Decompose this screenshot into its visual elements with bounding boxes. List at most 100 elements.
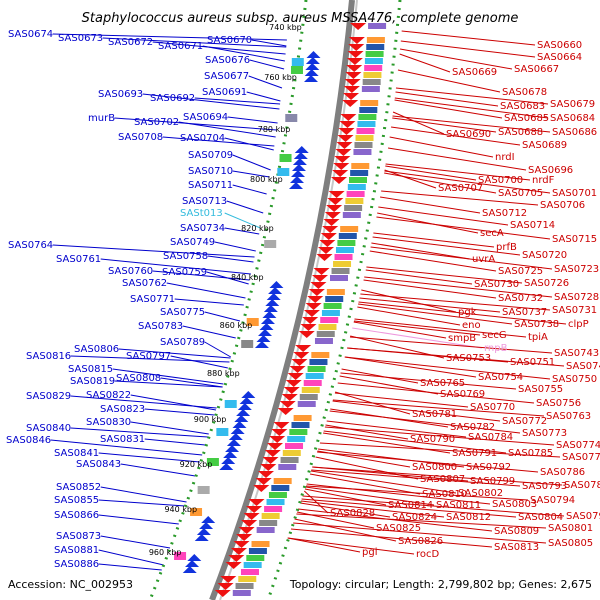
- gene-label-forward: SAS0692: [150, 93, 195, 104]
- reverse-gene-arrow: [346, 58, 363, 65]
- gene-label-forward: SAS0797: [126, 351, 171, 362]
- gene-label-reverse: SAS0685: [504, 113, 549, 124]
- gene-callout-line: [341, 368, 419, 384]
- accession-label: Accession: NC_002953: [8, 578, 133, 591]
- gene-callout-line: [394, 97, 549, 119]
- forward-gene-arrow: [221, 457, 236, 464]
- scale-tick-label: 940 kbp: [164, 505, 197, 514]
- gene-callout-line: [353, 321, 447, 339]
- gene-label-reverse: SAS0765: [420, 378, 465, 389]
- gene-callout-line: [142, 93, 280, 110]
- forward-gene-arrow: [293, 152, 308, 159]
- composition-block: [353, 149, 372, 155]
- gene-label-reverse: prfB: [496, 242, 517, 253]
- gene-label-reverse: SAS0812: [446, 512, 491, 523]
- genome-backbone-arc: [209, 0, 355, 600]
- gene-callout-line: [358, 301, 567, 325]
- gene-label-reverse: pgi: [362, 547, 377, 558]
- gene-callout-line: [100, 258, 251, 275]
- gene-label-forward: SAS0672: [108, 37, 153, 48]
- composition-block: [335, 247, 354, 253]
- composition-block: [321, 310, 340, 316]
- gene-label-reverse: SAS0792: [466, 462, 511, 473]
- reverse-gene-arrow: [310, 282, 327, 289]
- scale-tick-label: 860 kbp: [220, 321, 253, 330]
- gene-callout-line: [384, 169, 437, 189]
- gene-callout-line: [365, 269, 473, 285]
- gene-label-reverse: smpB: [448, 333, 476, 344]
- reverse-gene-arrow: [348, 44, 365, 51]
- gene-block: [285, 114, 298, 122]
- gene-callout-line: [303, 490, 329, 514]
- composition-block: [337, 240, 356, 246]
- reverse-gene-arrow: [262, 457, 279, 464]
- gene-label-forward: SAS0816: [26, 351, 71, 362]
- composition-block: [243, 562, 262, 568]
- gene-callout-line: [296, 511, 375, 529]
- gene-label-forward: SAS0673: [58, 33, 103, 44]
- gene-callout-line: [311, 469, 521, 487]
- gene-callout-line: [323, 430, 507, 454]
- gene-callout-line: [364, 276, 553, 298]
- reverse-gene-arrow: [332, 170, 349, 177]
- gene-label-forward: SAS0713: [182, 196, 227, 207]
- forward-gene-arrow: [225, 445, 240, 452]
- gene-label-reverse: SAS0811: [436, 500, 481, 511]
- gene-label-reverse: tpiA: [528, 332, 548, 343]
- gene-callout-line: [100, 535, 171, 549]
- gene-label-reverse: eno: [462, 320, 481, 331]
- gene-label-reverse: SAS0805: [548, 538, 593, 549]
- gene-callout-line: [357, 303, 513, 325]
- forward-gene-callout-lines: [50, 33, 287, 571]
- gene-callout-line: [214, 241, 256, 252]
- gene-label-forward: SAS0759: [162, 267, 207, 278]
- forward-gene-arrow: [268, 287, 283, 294]
- composition-block: [256, 527, 275, 533]
- reverse-gene-arrow: [255, 478, 272, 485]
- gene-callout-line: [224, 212, 261, 229]
- gene-label-reverse: SAS0810: [422, 489, 467, 500]
- gene-label-forward: SAS0711: [188, 180, 233, 191]
- reverse-gene-arrow: [320, 233, 337, 240]
- gene-callout-line: [114, 380, 223, 388]
- reverse-gene-arrow: [322, 226, 339, 233]
- gene-label-reverse: SAS0774: [556, 440, 600, 451]
- gene-label-reverse: SAS0828: [330, 508, 375, 519]
- gene-label-reverse: SAS0689: [522, 140, 567, 151]
- gene-callout-line: [392, 115, 551, 133]
- reverse-gene-arrow: [348, 37, 365, 44]
- composition-block: [342, 212, 361, 218]
- gene-block: [290, 66, 303, 74]
- gene-callout-line: [287, 537, 415, 555]
- gene-callout-line: [232, 154, 271, 171]
- gene-callout-line: [309, 473, 421, 495]
- gene-callout-line: [300, 502, 391, 518]
- gene-callout-line: [170, 355, 228, 369]
- gene-callout-line: [248, 75, 283, 89]
- gene-callout-line: [340, 372, 517, 390]
- gene-block: [264, 240, 277, 248]
- gene-label-reverse: SAS0793: [522, 481, 567, 492]
- gene-callout-line: [232, 170, 270, 178]
- forward-gene-arrow: [294, 146, 309, 153]
- composition-block: [363, 72, 382, 78]
- gene-label-reverse: SAS0679: [550, 99, 595, 110]
- reverse-gene-callout-lines: [287, 30, 567, 555]
- gene-label-reverse: rocD: [416, 549, 440, 560]
- composition-block: [246, 555, 265, 561]
- gene-label-reverse: SAS0802: [458, 488, 503, 499]
- gene-callout-line: [50, 439, 203, 456]
- gene-label-reverse: SAS0794: [530, 495, 575, 506]
- gene-callout-line: [290, 528, 493, 548]
- gene-callout-line: [344, 356, 477, 378]
- gene-label-forward: SAS0886: [54, 559, 99, 570]
- gene-callout-line: [204, 341, 232, 358]
- gene-label-reverse: SAS0730: [474, 279, 519, 290]
- gene-label-forward: SAS0840: [26, 423, 71, 434]
- composition-block: [303, 380, 322, 386]
- gene-label-forward: SAS0674: [8, 29, 53, 40]
- gene-callout-line: [98, 563, 162, 571]
- gene-label-reverse: SAS0700: [478, 175, 523, 186]
- gene-label-reverse: SAS0756: [536, 398, 581, 409]
- gene-callout-line: [52, 244, 255, 258]
